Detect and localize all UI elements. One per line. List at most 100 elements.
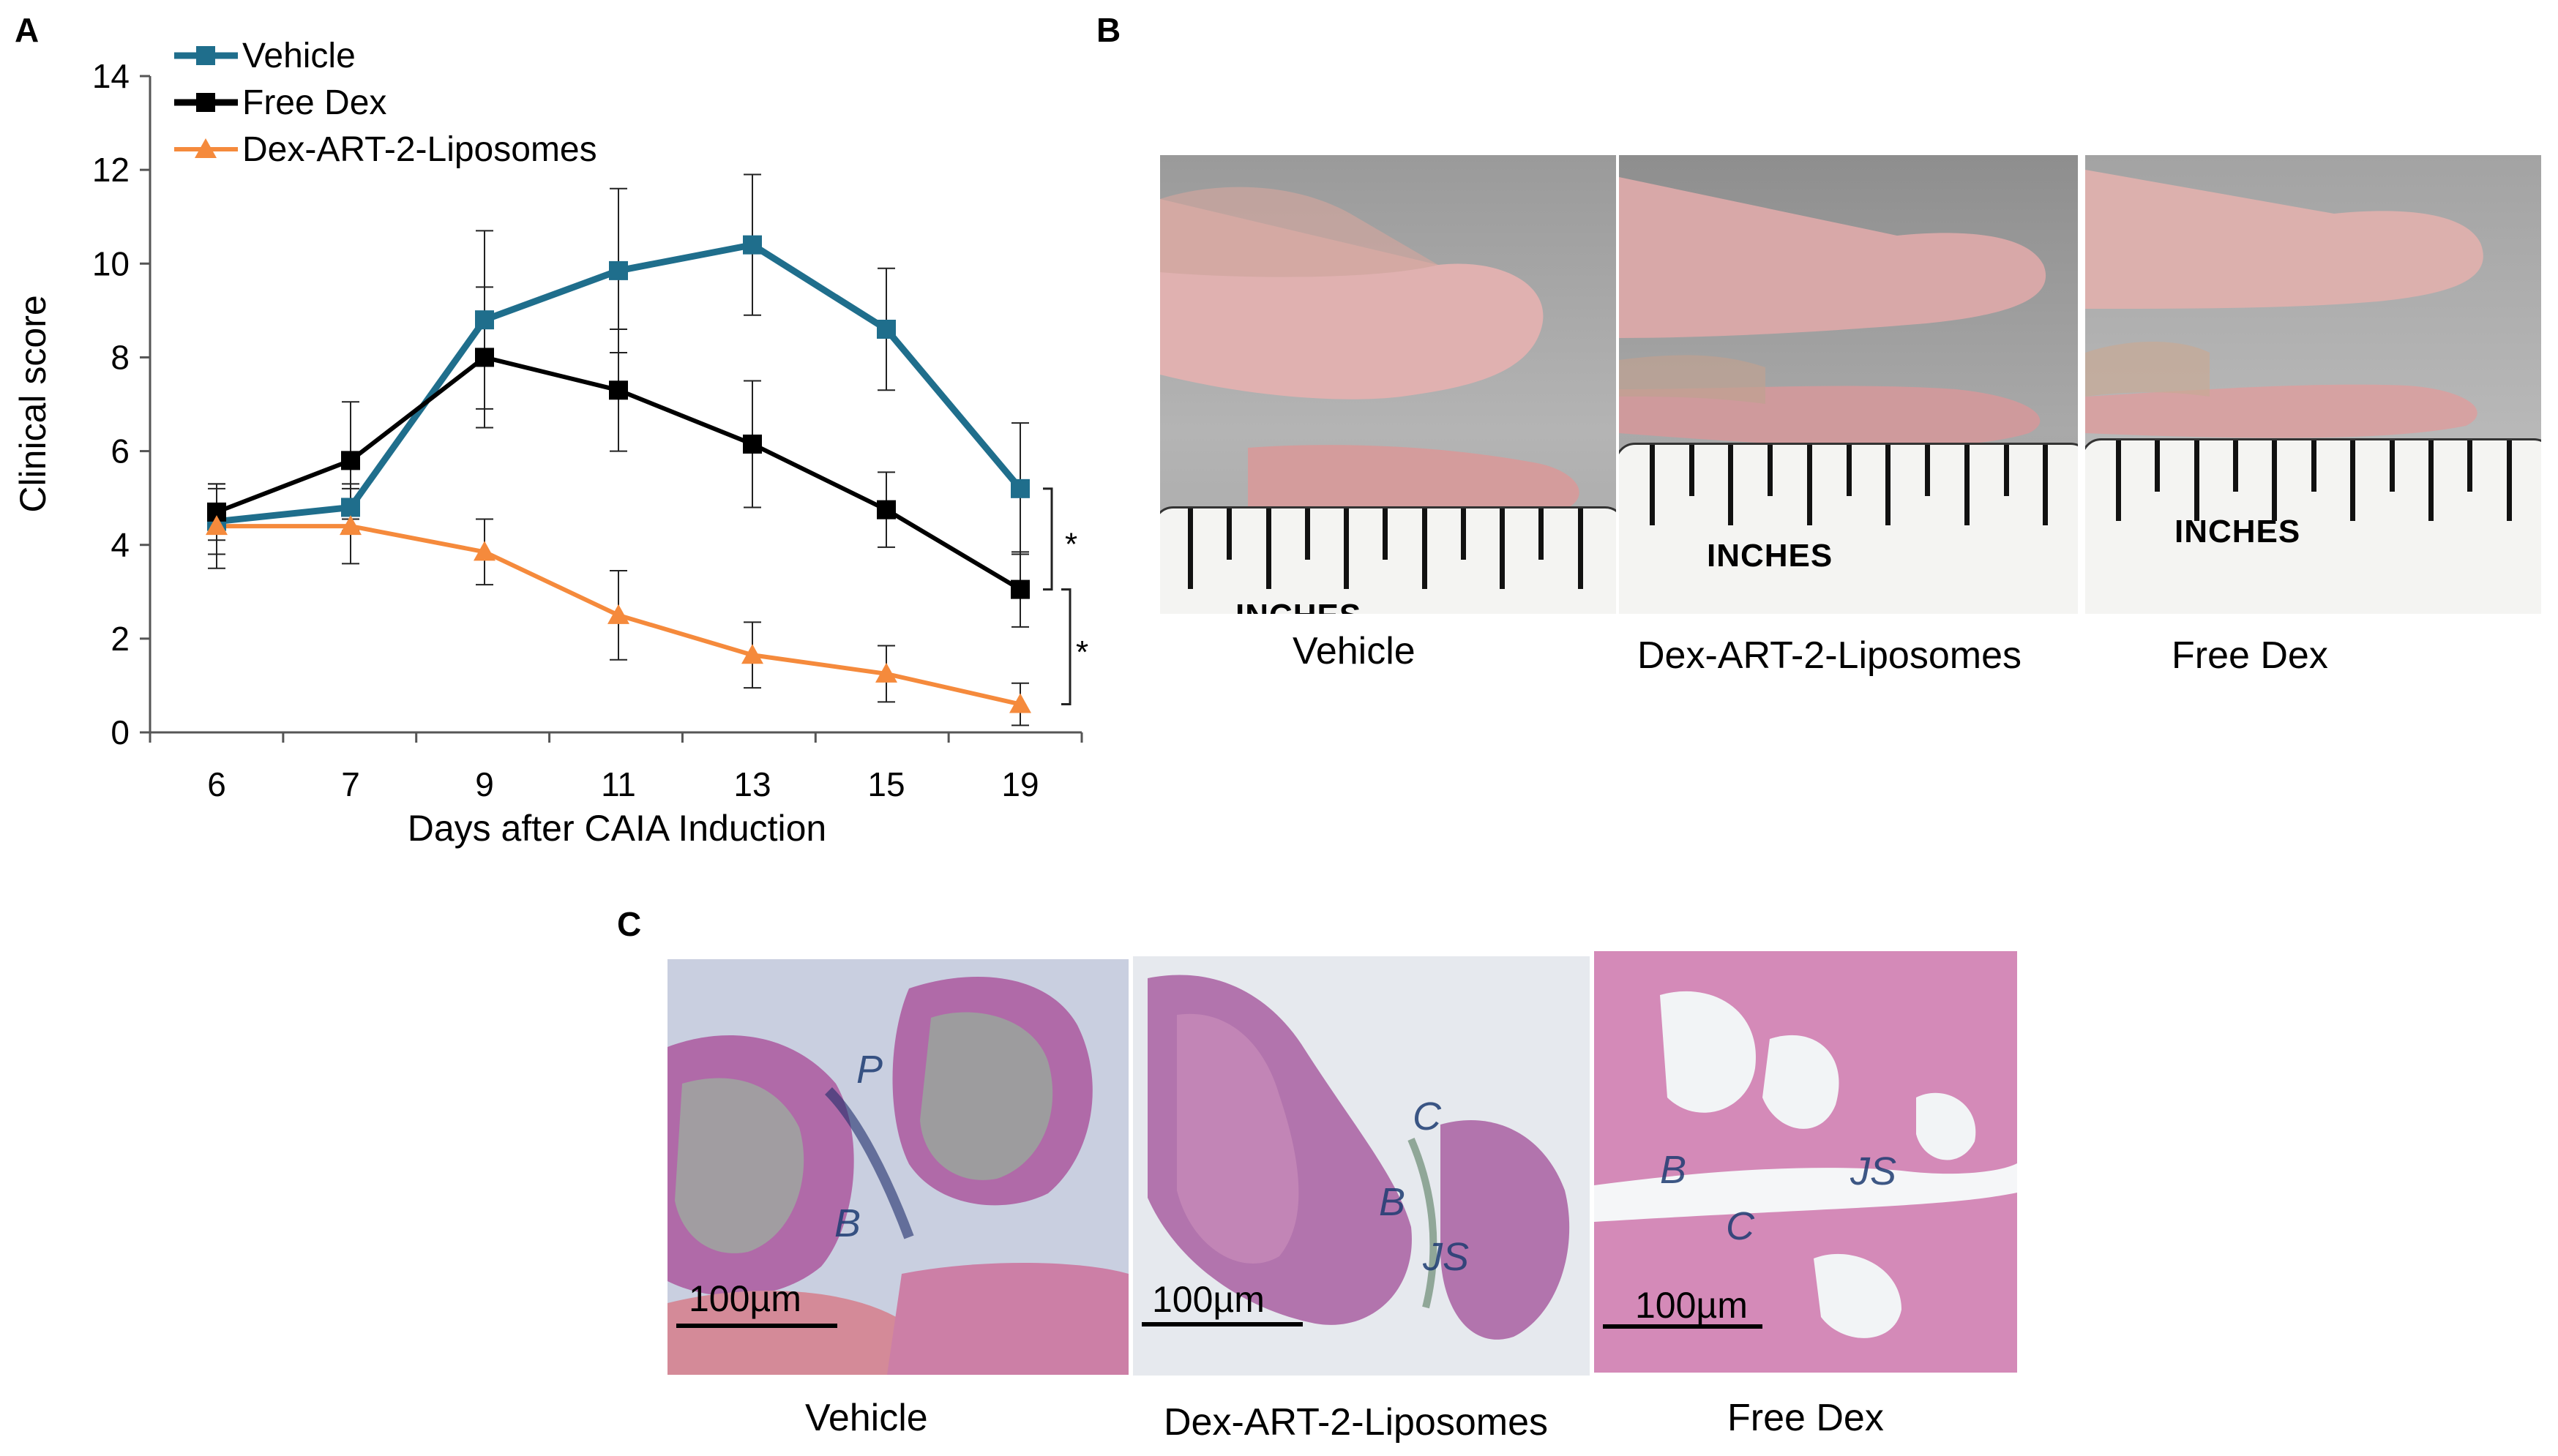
ruler: INCHES — [2085, 438, 2541, 614]
data-point — [743, 235, 762, 255]
x-tick-label: 11 — [601, 765, 636, 803]
ruler-tick — [1768, 445, 1773, 496]
ruler-tick — [1227, 509, 1233, 560]
ruler-tick — [2389, 440, 2395, 492]
ruler-label: INCHES — [1707, 538, 1833, 574]
clinical-score-chart: 0 2 4 6 8 10 12 14 6 7 9 11 13 15 19 Vehicle Free Dex De… — [12, 37, 1088, 849]
ruler-tick — [1383, 509, 1388, 560]
data-point — [1009, 693, 1031, 713]
scale-bar-label: 100µm — [689, 1278, 801, 1319]
x-tick-label: 6 — [207, 765, 226, 803]
ruler-tick — [1846, 445, 1852, 496]
ruler-tick — [1806, 445, 1812, 525]
data-point — [741, 644, 763, 664]
ruler-tick — [2043, 445, 2049, 525]
tissue-label-b: B — [1379, 1180, 1406, 1224]
ruler-tick — [1500, 509, 1506, 589]
ruler-tick — [1728, 445, 1734, 525]
data-point — [609, 380, 628, 400]
data-point — [341, 451, 360, 470]
y-tick-label: 14 — [92, 57, 130, 95]
photo-caption-free-dex: Free Dex — [2172, 634, 2328, 677]
ruler-tick — [2272, 440, 2278, 521]
significance-brackets: ** — [1043, 487, 1088, 706]
significance-star: * — [1076, 634, 1088, 670]
ruler-tick — [1925, 445, 1931, 496]
x-tick-label: 19 — [1001, 765, 1039, 803]
ruler-tick — [1538, 509, 1544, 560]
legend-marker — [196, 93, 215, 112]
tissue-illustration — [667, 959, 1129, 1375]
ruler-tick — [1964, 445, 1970, 525]
ruler-tick — [2506, 440, 2512, 521]
scale-bar-label: 100µm — [1152, 1279, 1265, 1320]
ruler-tick — [2467, 440, 2473, 492]
y-axis-label: Clinical score — [12, 295, 53, 512]
data-point — [877, 319, 896, 339]
data-point — [341, 498, 360, 517]
panel-label-a: A — [15, 11, 40, 49]
x-tick-label: 15 — [867, 765, 905, 803]
paw-photo-vehicle: INCHES — [1160, 155, 1616, 614]
scale-bar-label: 100µm — [1635, 1285, 1748, 1326]
ruler-tick — [1304, 509, 1310, 560]
ruler-tick — [1421, 509, 1427, 589]
error-bars — [208, 173, 1029, 727]
legend-marker — [196, 46, 215, 65]
panel-label-c: C — [617, 905, 642, 943]
y-tick-label: 12 — [92, 151, 130, 189]
y-tick-label: 2 — [111, 620, 130, 658]
scale-bar — [1142, 1322, 1303, 1326]
significance-bracket — [1061, 588, 1072, 706]
legend-label: Free Dex — [242, 83, 386, 122]
data-point — [1011, 479, 1030, 498]
data-point — [340, 515, 362, 536]
data-point — [743, 434, 762, 454]
ruler-tick — [1650, 445, 1655, 525]
ruler-label: INCHES — [1235, 598, 1361, 614]
histology-dex-art-2-liposomes: C B JS 100µm — [1133, 956, 1590, 1376]
y-tick-label: 8 — [111, 338, 130, 376]
y-tick-label: 0 — [111, 713, 130, 751]
paw-photo-dex-art-2-liposomes: INCHES — [1619, 155, 2078, 614]
photo-caption-vehicle: Vehicle — [1293, 630, 1415, 672]
data-point — [609, 260, 628, 280]
tissue-label-js: JS — [1423, 1235, 1470, 1279]
ruler-tick — [2428, 440, 2434, 521]
tissue-label-c: C — [1413, 1095, 1441, 1138]
data-point — [474, 541, 495, 561]
ruler-tick — [2194, 440, 2199, 521]
ruler-tick — [1577, 509, 1583, 589]
paw-illustration — [2085, 155, 2483, 438]
ruler-tick — [2311, 440, 2316, 492]
panel-label-b: B — [1096, 11, 1121, 49]
data-point — [475, 348, 494, 367]
x-tick-label: 13 — [733, 765, 771, 803]
tissue-label-c: C — [1726, 1204, 1754, 1248]
ruler-tick — [2350, 440, 2356, 521]
x-tick-label: 7 — [341, 765, 360, 803]
ruler-tick — [1460, 509, 1466, 560]
scale-bar — [1603, 1324, 1762, 1329]
ruler-tick — [1265, 509, 1271, 589]
histology-vehicle: P B 100µm — [667, 959, 1129, 1375]
ruler: INCHES — [1160, 506, 1616, 614]
legend-label: Vehicle — [242, 37, 356, 75]
ruler-tick — [2233, 440, 2239, 492]
scale-bar — [676, 1324, 837, 1328]
paw-illustration — [1619, 155, 2046, 447]
data-point — [206, 515, 228, 536]
tissue-label-p: P — [856, 1048, 883, 1092]
ruler-tick — [2155, 440, 2161, 492]
tissue-label-js: JS — [1850, 1149, 1897, 1193]
legend-label: Dex-ART-2-Liposomes — [242, 130, 597, 169]
significance-bracket — [1043, 487, 1053, 591]
y-tick-label: 6 — [111, 432, 130, 470]
x-tick-label: 9 — [475, 765, 494, 803]
ruler-tick — [1344, 509, 1350, 589]
histology-caption-dex-art-2-liposomes: Dex-ART-2-Liposomes — [1164, 1401, 1549, 1444]
significance-star: * — [1065, 527, 1077, 563]
ruler-tick — [1188, 509, 1193, 589]
y-tick-label: 4 — [111, 526, 130, 564]
data-point — [1011, 579, 1030, 599]
